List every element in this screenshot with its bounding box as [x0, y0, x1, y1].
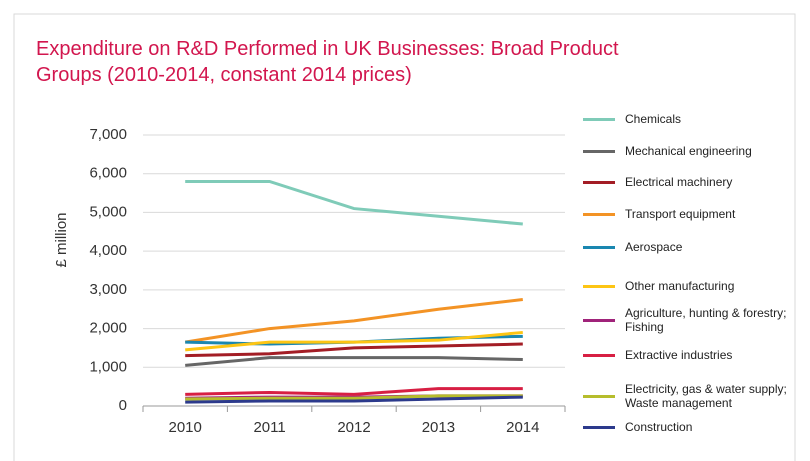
- x-tick-label: 2014: [506, 419, 539, 436]
- legend-swatch: [583, 394, 615, 398]
- legend-item: Mechanical engineering: [583, 144, 803, 158]
- legend-swatch: [583, 245, 615, 249]
- x-tick-label: 2012: [337, 419, 370, 436]
- series-line: [185, 356, 523, 367]
- x-tick-label: 2013: [422, 419, 455, 436]
- legend-label: Electrical machinery: [625, 175, 733, 189]
- frame: [13, 13, 796, 461]
- y-tick-label: 5,000: [89, 203, 127, 220]
- series-line: [185, 394, 523, 401]
- legend-label: Transport equipment: [625, 207, 736, 221]
- y-tick-label: 4,000: [89, 242, 127, 259]
- series-line: [185, 330, 523, 352]
- x-tick-label: 2011: [253, 419, 285, 436]
- legend-label: Mechanical engineering: [625, 144, 752, 158]
- legend-label: Aerospace: [625, 240, 683, 254]
- legend-item: Extractive industries: [583, 348, 803, 362]
- legend-item: Aerospace: [583, 240, 803, 254]
- legend-swatch: [583, 212, 615, 216]
- y-tick-label: 2,000: [89, 320, 127, 337]
- legend-swatch: [583, 117, 615, 121]
- legend-label: Chemicals: [625, 112, 682, 126]
- chart-title: Expenditure on R&D Performed in UK Busin…: [36, 38, 619, 86]
- legend-swatch: [583, 149, 615, 153]
- legend-label: Construction: [625, 420, 693, 434]
- y-tick-label: 7,000: [89, 126, 127, 143]
- legend-swatch: [583, 180, 615, 184]
- legend-swatch: [583, 425, 615, 429]
- y-axis-label: £ million: [53, 212, 70, 267]
- legend-label: Other manufacturing: [625, 279, 735, 293]
- legend-item: Chemicals: [583, 112, 803, 126]
- series-line: [185, 387, 523, 396]
- x-tick-label: 2010: [169, 419, 202, 436]
- series-line: [185, 395, 523, 404]
- legend-swatch: [583, 353, 615, 357]
- y-tick-label: 1,000: [89, 358, 127, 375]
- legend-item: Electricity, gas & water supply; Waste m…: [583, 382, 803, 410]
- legend-label: Electricity, gas & water supply; Waste m…: [625, 382, 787, 410]
- series-line: [184, 298, 523, 344]
- legend-swatch: [583, 284, 615, 288]
- legend-label: Agriculture, hunting & forestry; Fishing: [625, 306, 787, 334]
- series-line: [185, 179, 523, 226]
- legend-label: Extractive industries: [625, 348, 733, 362]
- legend-item: Other manufacturing: [583, 279, 803, 293]
- legend-item: Transport equipment: [583, 207, 803, 221]
- legend-item: Agriculture, hunting & forestry; Fishing: [583, 306, 803, 334]
- legend-item: Electrical machinery: [583, 175, 803, 189]
- y-tick-label: 3,000: [89, 281, 127, 298]
- y-tick-label: 0: [119, 397, 127, 414]
- y-tick-label: 6,000: [89, 165, 127, 182]
- legend-item: Construction: [583, 420, 803, 434]
- legend-swatch: [583, 318, 615, 322]
- series-line: [185, 342, 523, 358]
